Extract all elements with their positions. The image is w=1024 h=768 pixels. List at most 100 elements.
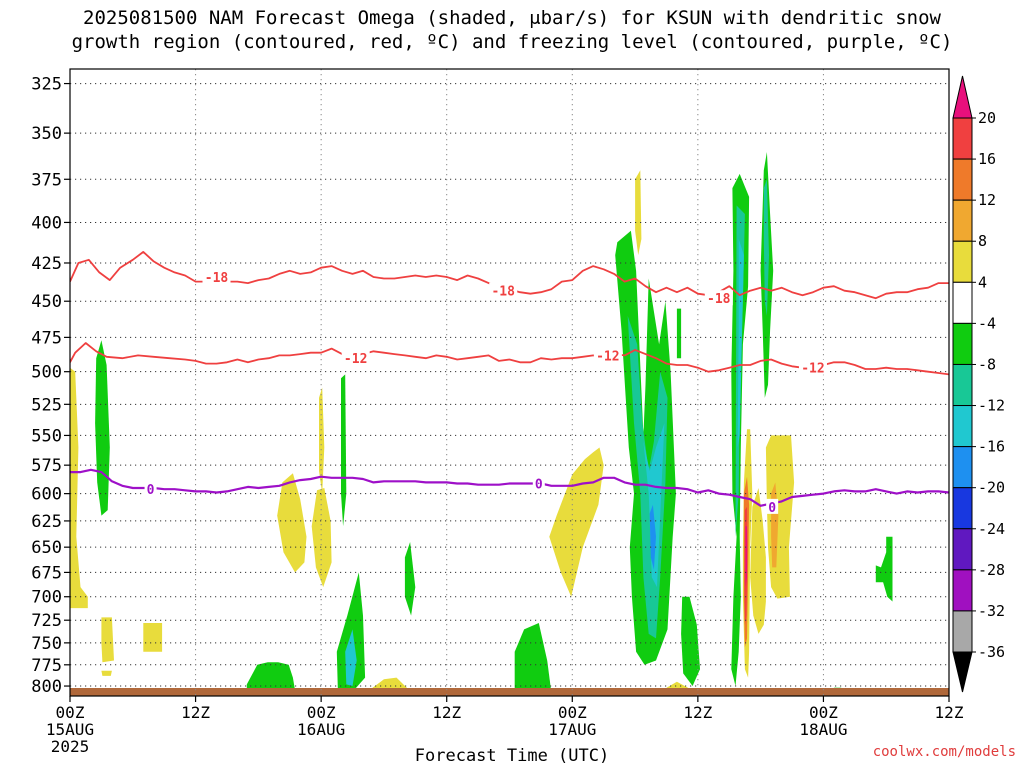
omega-region xyxy=(101,670,112,676)
omega-region xyxy=(311,488,332,588)
colorbar-cell xyxy=(952,240,973,283)
y-tick-label: 750 xyxy=(31,634,62,654)
y-tick-label: 525 xyxy=(31,395,62,415)
colorbar-cell xyxy=(952,199,973,242)
y-tick-label: 725 xyxy=(31,611,62,631)
x-tick-label: 00Z xyxy=(809,703,838,722)
contour-label-bg xyxy=(202,269,231,285)
y-axis: 325 350 375 400 425 450 475 500 525 550 575 600 625 6… xyxy=(31,75,70,697)
y-tick-label: 550 xyxy=(31,426,62,446)
y-tick-label: 475 xyxy=(31,328,62,348)
ground-strip xyxy=(70,688,949,696)
omega-region xyxy=(731,173,750,686)
colorbar-cell xyxy=(952,281,973,324)
omega-region xyxy=(143,623,163,652)
x-tick-date-label: 17AUG xyxy=(548,720,596,739)
omega-region xyxy=(635,170,642,256)
y-tick-label: 600 xyxy=(31,485,62,505)
contour-label: -12 xyxy=(596,349,619,364)
contour-label: -18 xyxy=(205,271,229,286)
omega-region xyxy=(70,367,88,609)
omega-shading xyxy=(70,152,893,696)
omega-region xyxy=(681,596,700,686)
colorbar-top-arrow xyxy=(952,75,973,119)
omega-region xyxy=(345,629,357,686)
y-tick-label: 450 xyxy=(31,292,62,312)
colorbar-label: -36 xyxy=(978,643,1005,661)
omega-region xyxy=(643,423,665,588)
colorbar-cell xyxy=(952,363,973,407)
colorbar-label: -20 xyxy=(978,479,1005,497)
colorbar: 20 16 12 8 4 -4 -8 -12 -16 -20 -24 -28 -32 -36 xyxy=(952,75,1005,693)
x-tick-date-label: 15AUG xyxy=(46,720,94,739)
x-tick-date-label: 16AUG xyxy=(297,720,345,739)
colorbar-cell xyxy=(952,569,973,612)
y-tick-label: 775 xyxy=(31,656,62,676)
colorbar-label: -8 xyxy=(978,355,996,373)
x-tick-label: 12Z xyxy=(432,703,461,722)
colorbar-cell xyxy=(952,610,973,653)
y-tick-label: 500 xyxy=(31,363,62,383)
x-axis-label: Forecast Time (UTC) xyxy=(414,746,610,766)
omega-region xyxy=(763,179,769,316)
x-tick-label: 00Z xyxy=(56,703,85,722)
omega-region xyxy=(549,447,604,597)
y-tick-label: 350 xyxy=(31,124,62,144)
contour-label: 0 xyxy=(147,483,155,498)
plot-background xyxy=(70,69,949,696)
omega-region xyxy=(101,617,114,663)
omega-region xyxy=(875,536,893,602)
omega-region xyxy=(246,662,296,696)
contour-label: -12 xyxy=(801,362,824,377)
y-tick-label: 800 xyxy=(31,677,62,697)
contour-label: 0 xyxy=(535,478,543,493)
colorbar-label: 8 xyxy=(978,232,987,250)
colorbar-label: 12 xyxy=(978,191,996,209)
colorbar-label: -24 xyxy=(978,520,1005,538)
omega-region xyxy=(319,387,325,494)
contour-label-bg xyxy=(704,290,733,306)
omega-region xyxy=(737,239,744,448)
colorbar-cell xyxy=(952,528,973,571)
contour-label-bg xyxy=(798,359,827,375)
y-tick-label: 650 xyxy=(31,538,62,558)
contour-label-bg xyxy=(593,347,622,363)
contour-label: 0 xyxy=(768,501,776,516)
credit-text: coolwx.com/models xyxy=(872,744,1016,760)
y-tick-label: 575 xyxy=(31,456,62,476)
colorbar-cell xyxy=(952,158,973,201)
colorbar-label: -12 xyxy=(978,397,1005,415)
colorbar-label: -4 xyxy=(978,314,996,332)
x-tick-year-label: 2025 xyxy=(51,737,90,756)
colorbar-cell xyxy=(952,405,973,448)
y-tick-label: 625 xyxy=(31,512,62,532)
x-tick-label: 00Z xyxy=(307,703,336,722)
contour-label: -18 xyxy=(707,292,731,307)
x-tick-label: 12Z xyxy=(935,703,964,722)
omega-region xyxy=(404,542,416,616)
x-tick-label: 00Z xyxy=(558,703,587,722)
contour-label: -18 xyxy=(491,285,515,300)
colorbar-label: -28 xyxy=(978,561,1005,579)
omega-region xyxy=(514,623,552,693)
colorbar-cell xyxy=(952,117,973,160)
colorbar-bottom-arrow xyxy=(952,651,973,693)
colorbar-label: 20 xyxy=(978,109,996,127)
omega-region xyxy=(341,374,347,527)
omega-region xyxy=(745,526,747,588)
x-tick-label: 12Z xyxy=(683,703,712,722)
contour-label: -12 xyxy=(344,352,367,367)
colorbar-label: 16 xyxy=(978,150,996,168)
y-tick-label: 675 xyxy=(31,563,62,583)
colorbar-cell xyxy=(952,487,973,530)
contour-label-bg xyxy=(341,350,370,366)
y-tick-label: 425 xyxy=(31,254,62,274)
contour-label-bg xyxy=(144,481,157,497)
y-tick-label: 400 xyxy=(31,213,62,233)
y-tick-label: 700 xyxy=(31,588,62,608)
title-line-2: growth region (contoured, red, ºC) and f… xyxy=(71,31,953,53)
omega-region xyxy=(336,572,366,692)
y-tick-label: 375 xyxy=(31,170,62,190)
